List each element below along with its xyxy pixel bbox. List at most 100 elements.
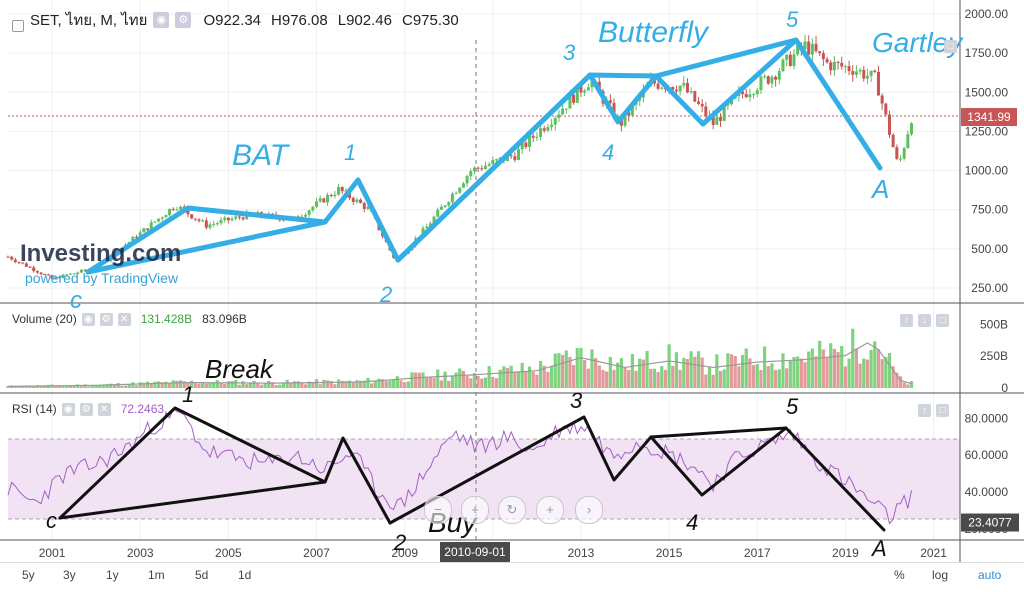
gear-icon[interactable]: ⚙	[79, 402, 93, 416]
arrow-down-icon[interactable]: ↓	[918, 314, 931, 327]
candle-body	[39, 272, 43, 275]
volume-bar	[406, 381, 410, 388]
rsi-tick-label: 80.0000	[965, 411, 1009, 425]
volume-bar	[439, 380, 443, 388]
candle-body	[146, 228, 150, 230]
candle-body	[472, 167, 476, 171]
candle-body	[454, 192, 458, 194]
candle-body	[193, 218, 197, 220]
volume-bar	[715, 354, 719, 388]
timeframe-button-1d[interactable]: 1d	[238, 568, 252, 582]
candle-body	[748, 94, 752, 98]
candle-body	[439, 206, 443, 210]
candle-body	[869, 70, 873, 76]
price-tick-label: 2000.00	[965, 7, 1009, 21]
volume-bar	[410, 372, 414, 388]
volume-bar	[494, 378, 499, 388]
log-toggle[interactable]: log	[932, 568, 949, 582]
candle-body	[311, 206, 315, 211]
candle-body	[204, 220, 208, 228]
volume-bar	[579, 347, 583, 388]
volume-bar	[300, 382, 304, 388]
rsi-value: 72.2463	[120, 402, 165, 416]
eye-icon[interactable]: ◉	[61, 402, 75, 416]
eye-icon[interactable]: ◉	[81, 312, 95, 326]
collapse-icon[interactable]	[12, 20, 24, 32]
reset-icon[interactable]: ↻	[498, 496, 526, 524]
auto-toggle[interactable]: auto	[978, 568, 1002, 582]
price-tick-label: 1750.00	[965, 46, 1009, 60]
percent-toggle[interactable]: %	[894, 568, 905, 582]
arrow-right-icon[interactable]: ›	[575, 496, 603, 524]
candle-body	[781, 59, 785, 72]
volume-bar	[458, 368, 462, 388]
volume-bar	[619, 358, 623, 388]
symbol-title[interactable]: SET, ไทย, M, ไทย	[30, 12, 148, 29]
volume-bar	[854, 348, 859, 388]
svg-text:1: 1	[182, 382, 194, 407]
volume-bar	[65, 385, 69, 388]
candle-body	[535, 136, 539, 138]
candle-body	[520, 142, 524, 150]
volume-bar	[355, 380, 359, 388]
volume-bar	[347, 380, 352, 388]
rsi-label: RSI (14)	[12, 402, 57, 416]
candle-body	[318, 198, 322, 202]
svg-text:3: 3	[570, 388, 583, 413]
volume-bar	[726, 353, 730, 388]
volume-bar	[538, 360, 543, 388]
candle-body	[76, 272, 80, 274]
volume-bar	[450, 375, 455, 388]
volume-bar	[487, 366, 491, 388]
zoom-in-icon[interactable]: +	[536, 496, 564, 524]
volume-bar	[248, 383, 253, 388]
arrow-up-icon[interactable]: ↑	[900, 314, 913, 327]
volume-bar	[366, 377, 370, 388]
timeframe-button-5y[interactable]: 5y	[22, 568, 35, 582]
candle-body	[219, 219, 223, 224]
volume-bar	[476, 375, 480, 388]
volume-bar	[72, 385, 76, 388]
candle-body	[168, 208, 172, 216]
candle-body	[428, 223, 432, 227]
close-icon[interactable]: ✕	[117, 312, 131, 326]
candle-body	[678, 85, 682, 92]
volume-bar	[557, 353, 561, 388]
volume-bar	[502, 366, 506, 388]
candle-body	[329, 195, 333, 197]
eye-icon[interactable]: ◉	[153, 12, 170, 28]
volume-bar	[392, 379, 396, 388]
timeframe-button-1y[interactable]: 1y	[106, 568, 119, 582]
timeframe-button-1m[interactable]: 1m	[148, 568, 165, 582]
gear-icon[interactable]: ⚙	[175, 12, 192, 28]
volume-bar	[461, 370, 466, 388]
candle-body	[792, 54, 796, 66]
candle-body	[179, 206, 183, 210]
maximize-icon[interactable]: □	[936, 404, 949, 417]
candle-body	[13, 259, 17, 263]
timeframe-button-5d[interactable]: 5d	[195, 568, 209, 582]
candle-body	[843, 66, 847, 68]
volume-ma-line	[7, 342, 912, 387]
arrow-up-icon[interactable]: ↑	[918, 404, 931, 417]
zoom-in-icon[interactable]: +	[461, 496, 489, 524]
volume-bar	[803, 362, 807, 388]
volume-bar	[740, 355, 745, 388]
volume-bar	[241, 381, 245, 388]
gear-icon[interactable]: ⚙	[99, 312, 113, 326]
candle-body	[186, 209, 190, 215]
maximize-icon[interactable]: □	[936, 314, 949, 327]
price-tick-label: 1500.00	[965, 85, 1009, 99]
volume-bar	[388, 380, 392, 388]
zoom-out-icon[interactable]: −	[424, 496, 452, 524]
candle-body	[65, 274, 69, 276]
volume-bar	[358, 380, 363, 388]
maximize-icon[interactable]: □	[944, 40, 957, 53]
candle-body	[865, 75, 869, 79]
close-icon[interactable]: ✕	[97, 402, 111, 416]
volume-bar	[28, 386, 32, 388]
timeframe-button-3y[interactable]: 3y	[63, 568, 76, 582]
svg-text:1: 1	[344, 140, 356, 165]
volume-bar	[674, 352, 679, 388]
volume-bar	[432, 377, 436, 388]
